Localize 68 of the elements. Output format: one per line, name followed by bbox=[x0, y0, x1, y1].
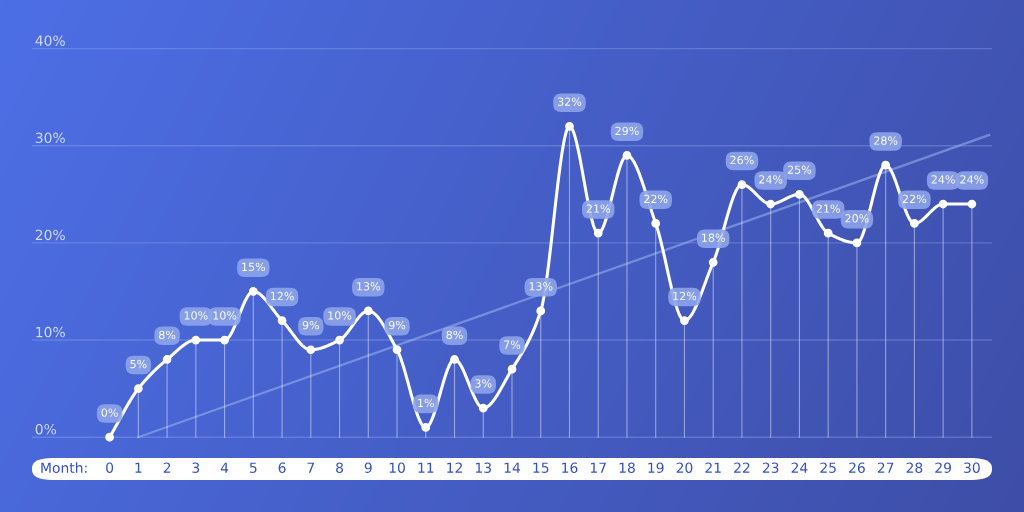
x-tick-label: 20 bbox=[676, 462, 693, 473]
x-tick-label: 25 bbox=[820, 462, 836, 473]
x-tick-label: 6 bbox=[278, 462, 286, 473]
y-tick-label: 0% bbox=[35, 424, 57, 435]
x-tick-label: 7 bbox=[307, 462, 315, 473]
x-tick-label: 2 bbox=[163, 462, 171, 473]
data-label: 10% bbox=[213, 311, 237, 320]
x-tick-label: 4 bbox=[220, 462, 229, 473]
x-tick-label: 30 bbox=[964, 462, 980, 473]
x-tick-label: 27 bbox=[877, 462, 894, 473]
data-label: 8% bbox=[159, 330, 176, 340]
data-label: 28% bbox=[874, 136, 898, 145]
x-tick-label: 16 bbox=[562, 462, 578, 473]
x-tick-label: 24 bbox=[791, 462, 808, 473]
data-label: 24% bbox=[960, 175, 984, 184]
y-tick-label: 10% bbox=[36, 326, 65, 338]
data-label: 9% bbox=[388, 320, 406, 330]
x-tick-label: 15 bbox=[533, 462, 549, 473]
data-label: 12% bbox=[673, 291, 697, 301]
x-tick-label: 0 bbox=[106, 462, 114, 473]
data-label: 32% bbox=[557, 97, 582, 106]
data-label: 24% bbox=[931, 175, 955, 184]
x-tick-label: 19 bbox=[648, 462, 664, 473]
data-label: 10% bbox=[184, 311, 208, 320]
data-label: 12% bbox=[270, 291, 294, 301]
data-label: 0% bbox=[101, 408, 118, 417]
y-tick-label: 40% bbox=[35, 35, 65, 46]
data-label: 1% bbox=[418, 398, 434, 408]
x-tick-label: 17 bbox=[590, 462, 606, 473]
data-label: 13% bbox=[357, 282, 381, 291]
x-tick-label: 14 bbox=[504, 462, 521, 473]
x-tick-label: 22 bbox=[734, 462, 750, 473]
data-label: 26% bbox=[730, 155, 754, 165]
x-tick-label: 26 bbox=[849, 462, 865, 473]
x-tick-label: 5 bbox=[249, 462, 257, 473]
x-tick-label: 18 bbox=[619, 462, 635, 473]
x-tick-label: 29 bbox=[935, 462, 951, 473]
x-tick-label: 9 bbox=[364, 462, 372, 473]
data-label: 9% bbox=[302, 320, 319, 330]
x-tick-label: 21 bbox=[705, 462, 721, 473]
data-label: 22% bbox=[644, 194, 668, 204]
x-tick-label: 8 bbox=[336, 462, 344, 473]
data-label: 25% bbox=[787, 165, 812, 174]
data-label: 21% bbox=[586, 204, 610, 213]
data-label: 10% bbox=[328, 311, 352, 320]
data-label: 3% bbox=[475, 379, 492, 388]
data-label: 20% bbox=[845, 214, 869, 223]
y-tick-label: 30% bbox=[35, 132, 65, 144]
x-tick-label: 3 bbox=[192, 462, 200, 473]
data-label: 21% bbox=[816, 204, 840, 213]
data-label: 15% bbox=[242, 262, 266, 272]
data-label: 29% bbox=[615, 126, 639, 136]
x-axis-title: Month: bbox=[41, 462, 87, 474]
data-label: 8% bbox=[446, 330, 463, 340]
data-label: 24% bbox=[759, 175, 783, 184]
data-label: 7% bbox=[504, 340, 521, 349]
x-tick-label: 10 bbox=[389, 462, 405, 473]
x-tick-label: 28 bbox=[906, 462, 923, 473]
data-label: 18% bbox=[702, 233, 725, 242]
y-tick-label: 20% bbox=[35, 229, 65, 241]
x-tick-label: 11 bbox=[418, 462, 434, 473]
x-tick-label: 12 bbox=[447, 462, 462, 473]
data-label: 5% bbox=[130, 359, 147, 369]
data-label: 13% bbox=[529, 282, 553, 291]
x-tick-label: 13 bbox=[475, 462, 491, 473]
x-tick-label: 23 bbox=[762, 462, 779, 473]
x-tick-label: 1 bbox=[135, 462, 142, 473]
data-label: 22% bbox=[902, 194, 927, 204]
